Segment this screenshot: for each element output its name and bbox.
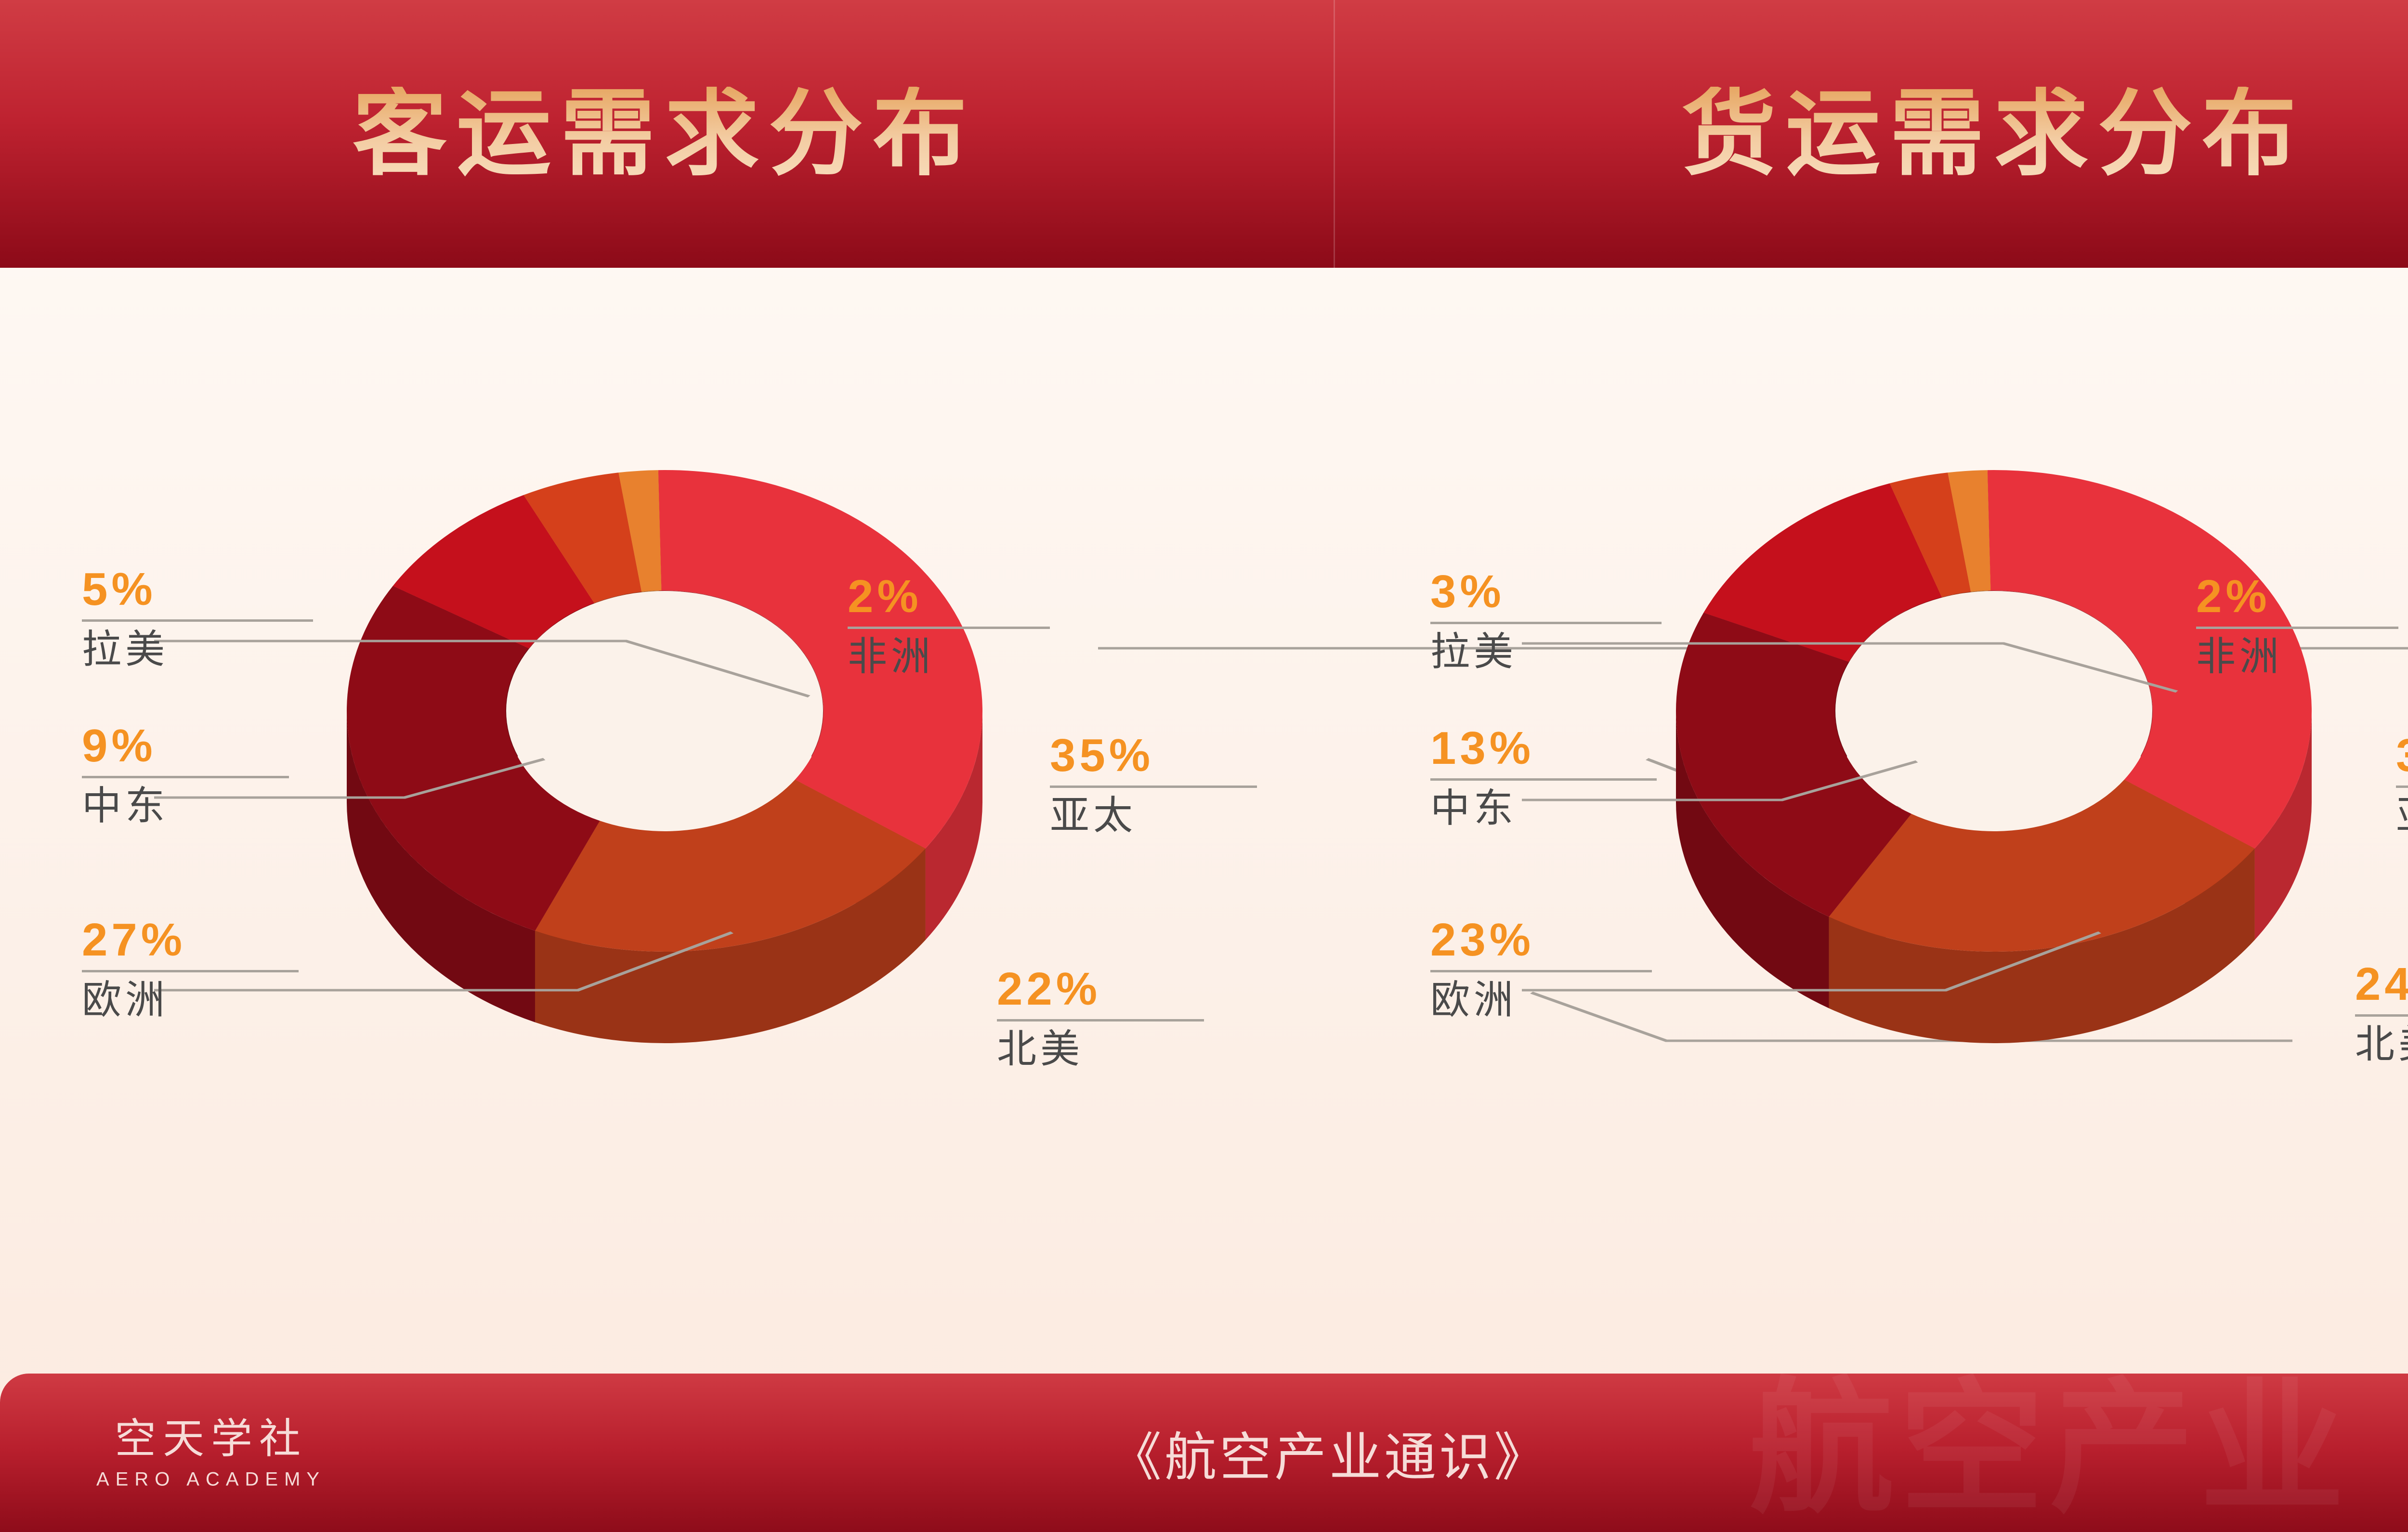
callout-pct: 23% [1430, 914, 1535, 966]
callout-rule [82, 970, 299, 972]
page-title-passenger: 客运需求分布 [352, 81, 977, 186]
donut-outer-wall [2254, 711, 2312, 940]
header-half-left: 客运需求分布 [0, 0, 1329, 268]
callout-north-america-passenger: 22% 北美 [997, 966, 1204, 1072]
callout-africa-passenger: 2% 非洲 [848, 574, 1050, 679]
callout-rule [2355, 1014, 2408, 1017]
footer-watermark: 航空产业 [1749, 1374, 2350, 1529]
callout-latin-america-cargo: 3% 拉美 [1430, 569, 1662, 674]
callout-north-america-cargo: 24% 北美 [2355, 961, 2408, 1067]
callout-rule [1430, 778, 1657, 781]
donut-outer-wall [1829, 848, 2255, 1043]
callout-rule [1430, 970, 1652, 972]
donut-segment-中东 [1703, 483, 1942, 662]
donut-segment-拉美 [1889, 472, 1971, 597]
donut-segment-非洲 [618, 470, 662, 592]
callout-name: 亚太 [2396, 788, 2408, 838]
donut-segment-拉美 [523, 472, 642, 603]
callout-europe-cargo: 23% 欧洲 [1430, 917, 1652, 1022]
callout-pct: 13% [1430, 722, 1535, 774]
callout-name: 欧洲 [82, 978, 169, 1022]
callout-name: 中东 [82, 784, 169, 828]
brand-aero-academy: 空天学社 AERO ACADEMY [96, 1415, 326, 1490]
donut-segment-中东 [393, 495, 594, 649]
footer-bar: 航空产业 空天学社 AERO ACADEMY 《航空产业通识》 空天界 AERO… [0, 1374, 2408, 1532]
donut-svg-passenger [347, 470, 982, 1043]
callout-pct: 9% [82, 720, 157, 772]
callout-name: 拉美 [1430, 630, 1518, 674]
callout-rule [82, 619, 313, 622]
donut-chart-passenger [279, 345, 1050, 1164]
donut-svg-cargo [1676, 470, 2312, 1043]
callout-rule [82, 776, 289, 778]
charts-area: 5% 拉美 9% 中东 27% 欧洲 2% 非洲 35% [0, 268, 2408, 1374]
callout-pct: 24% [2355, 958, 2408, 1010]
donut-segment-北美 [535, 779, 926, 952]
callout-name: 非洲 [2196, 635, 2283, 679]
brand-en: AERO ACADEMY [96, 1468, 326, 1490]
callout-middle-east-cargo: 13% 中东 [1430, 725, 1657, 831]
header-divider [1334, 0, 1335, 268]
panel-passenger: 5% 拉美 9% 中东 27% 欧洲 2% 非洲 35% [0, 268, 2408, 1374]
callout-pct: 35% [1050, 730, 1154, 781]
donut-outer-wall [925, 711, 982, 940]
callout-name: 中东 [1430, 786, 1518, 830]
callout-rule [1050, 786, 1257, 788]
callout-rule [2396, 786, 2408, 788]
donut-hole [1835, 591, 2152, 831]
callout-pct: 2% [2196, 571, 2271, 622]
callout-latin-america-passenger: 5% 拉美 [82, 566, 313, 672]
donut-segment-亚太 [658, 470, 982, 849]
callout-name: 非洲 [848, 635, 935, 679]
callout-rule [1430, 622, 1662, 624]
callout-rule [997, 1019, 1204, 1021]
donut-segment-非洲 [1948, 470, 1991, 592]
donut-outer-wall [535, 848, 926, 1043]
header-half-right: 货运需求分布 [1329, 0, 2408, 268]
donut-segment-北美 [1829, 779, 2255, 952]
callout-name: 拉美 [82, 628, 169, 671]
callout-pct: 27% [82, 914, 186, 966]
callout-name: 北美 [997, 1027, 1084, 1071]
callout-pct: 2% [848, 571, 922, 622]
callout-africa-cargo: 2% 非洲 [2196, 574, 2398, 679]
callout-name: 亚太 [1050, 794, 1137, 838]
callout-pct: 22% [997, 963, 1101, 1015]
panel-cargo: 3% 拉美 13% 中东 23% 欧洲 2% 非洲 35% [1329, 268, 2408, 1374]
brand-cn: 空天学社 [115, 1415, 308, 1462]
callout-pct: 5% [82, 563, 157, 615]
callout-rule [2196, 627, 2398, 629]
callout-name: 北美 [2355, 1022, 2408, 1066]
callout-pct: 3% [1430, 566, 1505, 617]
header-bar: 客运需求分布 货运需求分布 [0, 0, 2408, 268]
callout-rule [848, 627, 1050, 629]
page-title-cargo: 货运需求分布 [1681, 81, 2306, 186]
callout-name: 欧洲 [1430, 978, 1518, 1022]
callout-pct: 35% [2396, 733, 2408, 786]
callout-asia-pacific-cargo: 35% 亚太 [2396, 733, 2408, 838]
donut-chart-cargo [1609, 345, 2379, 1164]
callout-middle-east-passenger: 9% 中东 [82, 723, 289, 828]
callout-asia-pacific-passenger: 35% 亚太 [1050, 733, 1257, 838]
book-title: 《航空产业通识》 [1109, 1427, 1549, 1486]
callout-europe-passenger: 27% 欧洲 [82, 917, 299, 1022]
donut-hole [506, 591, 823, 831]
